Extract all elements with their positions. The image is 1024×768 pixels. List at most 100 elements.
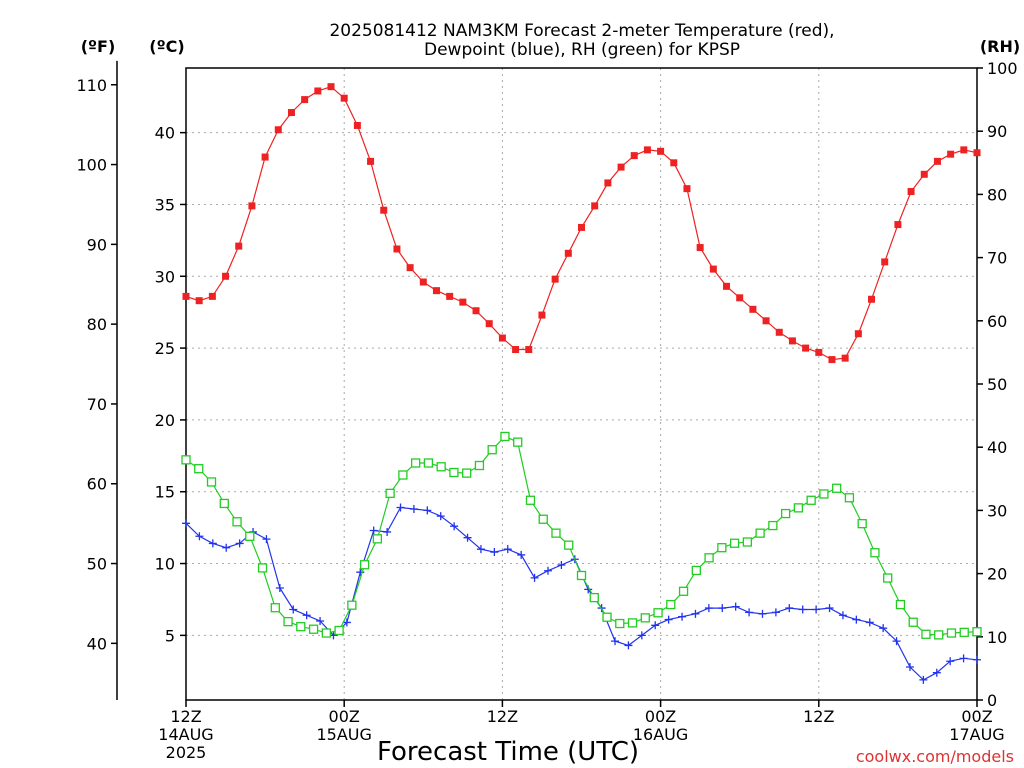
celsius-tick-label: 35 xyxy=(155,195,175,214)
data-point xyxy=(879,624,888,633)
rh-tick-label: 10 xyxy=(987,628,1007,647)
x-tick-label: 00Z xyxy=(961,707,992,726)
data-point xyxy=(181,455,191,465)
data-point xyxy=(627,618,638,628)
data-point xyxy=(895,599,906,610)
grid-lines xyxy=(186,68,977,700)
data-point xyxy=(538,514,548,524)
data-point xyxy=(729,538,740,548)
data-point xyxy=(543,566,552,575)
data-series xyxy=(181,83,982,684)
data-point xyxy=(222,272,230,280)
data-point xyxy=(321,628,331,638)
data-point xyxy=(758,609,767,618)
data-point xyxy=(557,560,566,569)
data-point xyxy=(347,600,357,610)
data-point xyxy=(832,483,842,493)
data-point xyxy=(637,631,646,640)
data-point xyxy=(788,337,796,345)
data-point xyxy=(369,526,378,535)
data-point xyxy=(666,599,676,610)
data-point xyxy=(657,147,665,155)
data-point xyxy=(819,489,829,499)
data-point xyxy=(195,532,204,541)
data-point xyxy=(881,258,889,266)
celsius-tick-label: 15 xyxy=(155,483,175,502)
data-point xyxy=(340,94,348,102)
data-point xyxy=(472,307,480,315)
data-point xyxy=(617,163,625,171)
data-point xyxy=(219,498,229,509)
data-point xyxy=(551,528,561,538)
title-line-1: 2025081412 NAM3KM Forecast 2-meter Tempe… xyxy=(329,21,834,41)
data-point xyxy=(257,563,268,573)
x-tick-label: 12Z xyxy=(170,707,201,726)
data-point xyxy=(353,121,361,129)
data-point xyxy=(768,520,778,531)
data-point xyxy=(512,346,520,354)
data-point xyxy=(270,603,280,613)
data-point xyxy=(327,83,335,91)
data-point xyxy=(409,504,418,513)
data-point xyxy=(640,613,650,623)
data-point xyxy=(525,495,536,505)
rh-tick-label: 70 xyxy=(987,249,1007,268)
series-line xyxy=(185,86,978,361)
fahrenheit-unit-label: (ºF) xyxy=(81,37,116,56)
data-point xyxy=(498,334,506,342)
data-point xyxy=(624,641,633,650)
data-point xyxy=(367,157,375,165)
data-point xyxy=(274,126,282,134)
data-point xyxy=(359,560,370,570)
data-point xyxy=(182,292,190,300)
data-point xyxy=(449,467,459,478)
rh-tick-label: 90 xyxy=(987,122,1007,141)
data-point xyxy=(762,317,770,325)
rh-tick-label: 0 xyxy=(987,691,997,710)
data-point xyxy=(844,493,855,503)
data-point xyxy=(396,503,405,512)
data-point xyxy=(302,611,311,620)
celsius-unit-label: (ºC) xyxy=(149,37,184,56)
data-point xyxy=(530,573,539,582)
data-point xyxy=(749,305,757,313)
data-point xyxy=(380,206,388,214)
x-tick-label: 00Z xyxy=(645,707,676,726)
data-point xyxy=(423,506,432,515)
data-point xyxy=(933,157,941,165)
data-point xyxy=(828,356,836,364)
data-point xyxy=(419,278,427,286)
data-point xyxy=(691,609,700,618)
celsius-tick-label: 25 xyxy=(155,339,175,358)
data-point xyxy=(474,460,485,471)
data-point xyxy=(718,604,727,613)
data-point xyxy=(463,533,472,542)
data-point xyxy=(932,668,941,677)
data-point xyxy=(195,297,203,305)
data-point xyxy=(717,543,727,553)
rh-unit-label: (RH) xyxy=(980,37,1020,56)
data-point xyxy=(723,282,731,290)
data-point xyxy=(934,630,944,640)
data-point xyxy=(487,445,497,455)
data-point xyxy=(564,249,572,257)
data-point xyxy=(798,605,807,614)
celsius-tick-label: 40 xyxy=(155,124,175,143)
data-point xyxy=(670,159,678,167)
series-2-meter-temperature xyxy=(182,83,981,364)
rh-tick-label: 20 xyxy=(987,565,1007,584)
data-point xyxy=(857,519,867,529)
data-point xyxy=(356,568,365,577)
data-point xyxy=(485,320,493,328)
rh-tick-label: 40 xyxy=(987,438,1007,457)
data-point xyxy=(235,539,244,548)
x-tick-label: 17AUG xyxy=(949,725,1004,744)
rh-tick-label: 30 xyxy=(987,501,1007,520)
data-point xyxy=(696,244,704,252)
data-point xyxy=(651,621,660,630)
celsius-tick-label: 5 xyxy=(165,626,175,645)
series-line xyxy=(185,506,978,681)
data-point xyxy=(308,624,319,634)
data-point xyxy=(261,153,269,161)
